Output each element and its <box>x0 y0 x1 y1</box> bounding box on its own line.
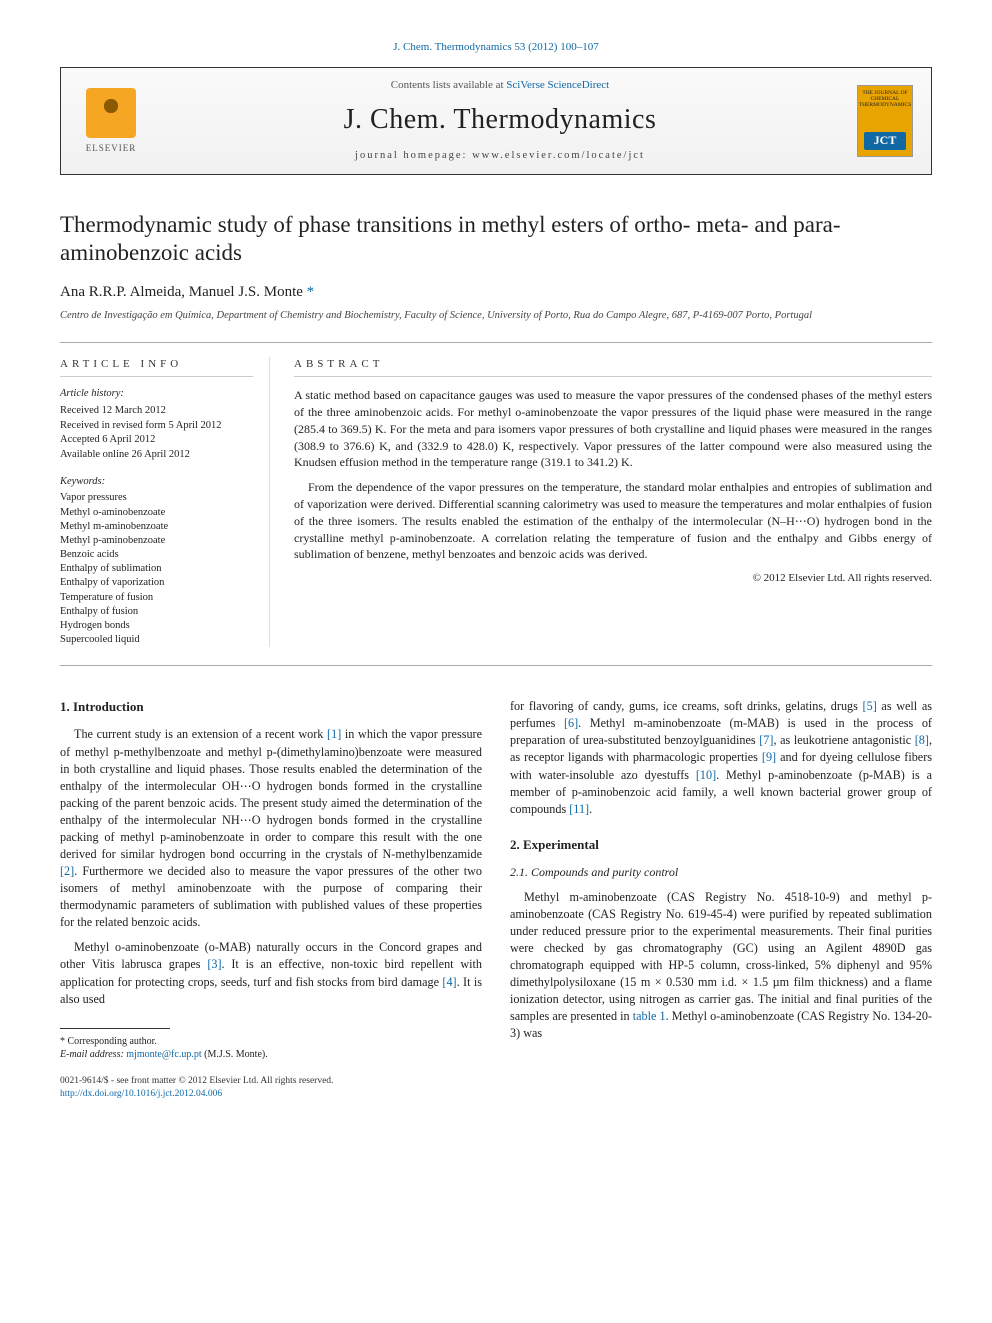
citation-link[interactable]: [10] <box>696 768 716 782</box>
elsevier-word: ELSEVIER <box>86 142 137 155</box>
section-title-intro: 1. Introduction <box>60 698 482 716</box>
abstract-column: ABSTRACT A static method based on capaci… <box>294 357 932 647</box>
keyword: Hydrogen bonds <box>60 619 253 633</box>
keyword: Enthalpy of sublimation <box>60 562 253 576</box>
elsevier-logo: ELSEVIER <box>79 85 143 157</box>
info-abstract-row: ARTICLE INFO Article history: Received 1… <box>60 342 932 666</box>
authors-line: Ana R.R.P. Almeida, Manuel J.S. Monte * <box>60 282 932 303</box>
citation-link[interactable]: [5] <box>863 699 877 713</box>
journal-header: ELSEVIER Contents lists available at Sci… <box>60 67 932 174</box>
history-line: Received in revised form 5 April 2012 <box>60 419 253 434</box>
table-link[interactable]: table 1 <box>633 1009 666 1023</box>
abstract-p1: A static method based on capacitance gau… <box>294 387 932 471</box>
doi-link[interactable]: http://dx.doi.org/10.1016/j.jct.2012.04.… <box>60 1088 482 1101</box>
article-title: Thermodynamic study of phase transitions… <box>60 211 932 269</box>
affiliation: Centro de Investigação em Química, Depar… <box>60 309 932 324</box>
history-lines: Received 12 March 2012 Received in revis… <box>60 404 253 463</box>
text: Methyl m-aminobenzoate (CAS Registry No.… <box>510 890 932 1024</box>
keyword: Temperature of fusion <box>60 591 253 605</box>
history-line: Available online 26 April 2012 <box>60 448 253 463</box>
abstract-head: ABSTRACT <box>294 357 932 377</box>
article-info-head: ARTICLE INFO <box>60 357 253 377</box>
keyword: Methyl m-aminobenzoate <box>60 520 253 534</box>
elsevier-tree-icon <box>86 88 136 138</box>
body-two-column: 1. Introduction The current study is an … <box>60 698 932 1101</box>
homepage-url[interactable]: www.elsevier.com/locate/jct <box>472 150 645 161</box>
citation-link[interactable]: [9] <box>762 750 776 764</box>
keyword: Vapor pressures <box>60 491 253 505</box>
citation-link[interactable]: [3] <box>207 957 221 971</box>
footnote-rule <box>60 1028 170 1029</box>
text: . <box>589 802 592 816</box>
citation-link[interactable]: [2] <box>60 864 74 878</box>
keywords-title: Keywords: <box>60 475 253 490</box>
citation-link[interactable]: [4] <box>442 975 456 989</box>
cover-text: THE JOURNAL OF CHEMICAL THERMODYNAMICS <box>858 90 912 108</box>
text: for flavoring of candy, gums, ice creams… <box>510 699 863 713</box>
corresponding-author-footnote: * Corresponding author. <box>60 1035 482 1048</box>
keyword: Supercooled liquid <box>60 633 253 647</box>
email-name: (M.J.S. Monte). <box>202 1049 268 1060</box>
text: in which the vapor pressure of methyl p-… <box>60 727 482 861</box>
intro-paragraph-2-right: for flavoring of candy, gums, ice creams… <box>510 698 932 818</box>
front-matter-line: 0021-9614/$ - see front matter © 2012 El… <box>60 1075 482 1088</box>
article-info-column: ARTICLE INFO Article history: Received 1… <box>60 357 270 647</box>
cover-badge: JCT <box>864 132 906 150</box>
text: . Furthermore we decided also to measure… <box>60 864 482 929</box>
citation-link[interactable]: [8] <box>915 733 929 747</box>
homepage-line: journal homepage: www.elsevier.com/locat… <box>143 149 857 164</box>
sciencedirect-link[interactable]: SciVerse ScienceDirect <box>506 79 609 91</box>
citation-link[interactable]: [11] <box>569 802 589 816</box>
citation-link[interactable]: [7] <box>759 733 773 747</box>
keyword: Methyl o-aminobenzoate <box>60 506 253 520</box>
section-title-experimental: 2. Experimental <box>510 836 932 854</box>
left-column: 1. Introduction The current study is an … <box>60 698 482 1101</box>
author-names: Ana R.R.P. Almeida, Manuel J.S. Monte <box>60 284 303 300</box>
text: , as leukotriene antagonistic <box>773 733 914 747</box>
keyword: Enthalpy of fusion <box>60 605 253 619</box>
intro-paragraph-1: The current study is an extension of a r… <box>60 726 482 931</box>
history-line: Received 12 March 2012 <box>60 404 253 419</box>
journal-title: J. Chem. Thermodynamics <box>143 100 857 139</box>
email-label: E-mail address: <box>60 1049 126 1060</box>
text: The current study is an extension of a r… <box>74 727 327 741</box>
history-line: Accepted 6 April 2012 <box>60 433 253 448</box>
right-column: for flavoring of candy, gums, ice creams… <box>510 698 932 1101</box>
email-footnote: E-mail address: mjmonte@fc.up.pt (M.J.S.… <box>60 1048 482 1061</box>
contents-prefix: Contents lists available at <box>391 79 506 91</box>
history-title: Article history: <box>60 387 253 402</box>
corresponding-mark: * <box>307 284 315 300</box>
experimental-paragraph-1: Methyl m-aminobenzoate (CAS Registry No.… <box>510 889 932 1043</box>
contents-list-line: Contents lists available at SciVerse Sci… <box>143 78 857 93</box>
subsection-title-compounds: 2.1. Compounds and purity control <box>510 864 932 881</box>
keywords-list: Vapor pressures Methyl o-aminobenzoate M… <box>60 491 253 647</box>
keyword: Benzoic acids <box>60 548 253 562</box>
journal-cover-thumbnail: THE JOURNAL OF CHEMICAL THERMODYNAMICS J… <box>857 85 913 157</box>
citation-link[interactable]: [1] <box>327 727 341 741</box>
keyword: Methyl p-aminobenzoate <box>60 534 253 548</box>
email-link[interactable]: mjmonte@fc.up.pt <box>126 1049 201 1060</box>
intro-paragraph-2-left: Methyl o-aminobenzoate (o-MAB) naturally… <box>60 939 482 1007</box>
abstract-p2: From the dependence of the vapor pressur… <box>294 479 932 563</box>
citation-link[interactable]: [6] <box>564 716 578 730</box>
homepage-label: journal homepage: <box>355 150 472 161</box>
journal-reference: J. Chem. Thermodynamics 53 (2012) 100–10… <box>60 40 932 55</box>
keyword: Enthalpy of vaporization <box>60 576 253 590</box>
abstract-copyright: © 2012 Elsevier Ltd. All rights reserved… <box>294 571 932 586</box>
